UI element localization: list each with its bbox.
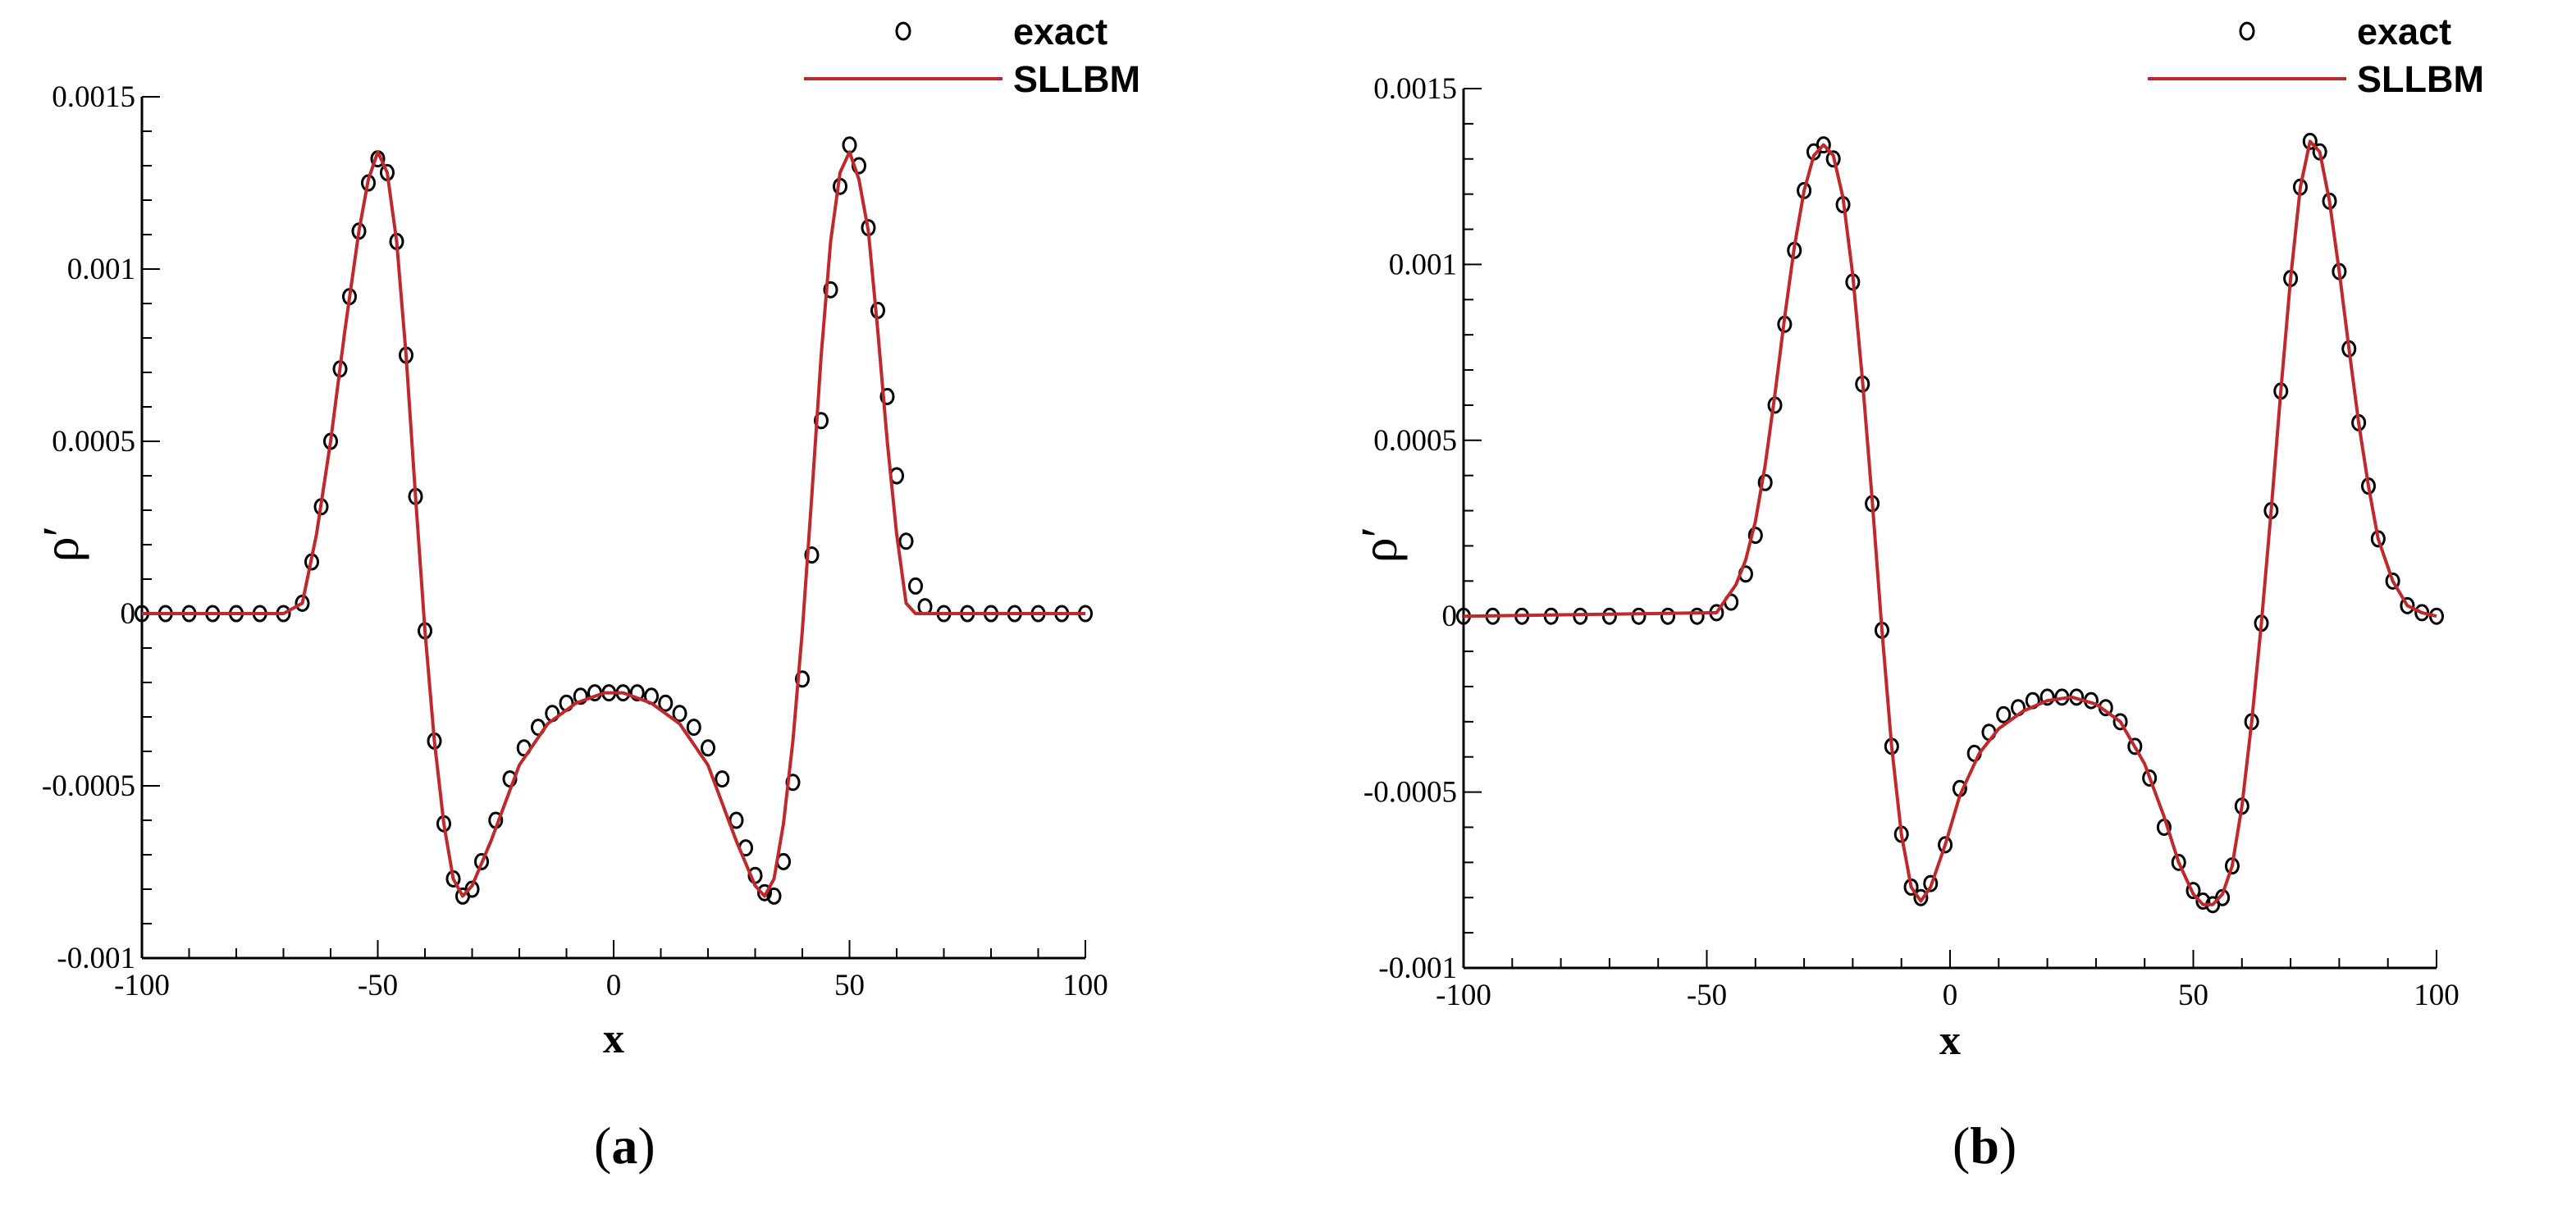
x-tick-label: -100 — [1436, 979, 1491, 1012]
panel-b: -100 -50 0 50 100 -0.001 -0.0005 0 0.0005 0.001 0.… — [1352, 11, 2484, 1175]
exact-point — [2185, 882, 2201, 900]
caption-letter: a — [611, 1116, 637, 1175]
exact-point — [757, 883, 772, 901]
exact-point — [842, 136, 857, 154]
exact-point — [2385, 572, 2400, 590]
exact-point — [1938, 836, 1953, 854]
y-tick-label: 0.0005 — [52, 425, 135, 459]
x-tick-label: -50 — [358, 969, 398, 1002]
exact-point — [1631, 607, 1647, 625]
x-tick-label: 50 — [2178, 979, 2208, 1012]
legend-sllbm-label: SLLBM — [1013, 58, 1140, 100]
caption-open: ( — [594, 1116, 611, 1175]
exact-point — [672, 705, 687, 723]
y-tick-label: 0.001 — [67, 253, 135, 286]
y-tick-label: 0.0015 — [1373, 72, 1457, 106]
legend: exact SLLBM — [2148, 11, 2484, 100]
series-exact-markers — [135, 136, 1093, 905]
exact-point — [2400, 596, 2415, 614]
y-tick-label: 0.001 — [1389, 248, 1457, 281]
x-axis-label: x — [1939, 1017, 1961, 1064]
exact-point — [2142, 769, 2158, 787]
exact-point — [766, 887, 782, 905]
exact-point — [1996, 705, 2012, 723]
exact-point — [2127, 737, 2143, 755]
x-tick-label: 100 — [1062, 969, 1108, 1002]
legend: exact SLLBM — [804, 11, 1140, 100]
exact-point — [1601, 607, 1617, 625]
exact-point — [2171, 853, 2186, 871]
caption-close: ) — [1999, 1116, 2016, 1175]
exact-point — [1825, 150, 1841, 168]
y-tick-label: -0.0005 — [1363, 776, 1457, 810]
exact-point — [795, 670, 810, 688]
exact-point — [2112, 713, 2128, 731]
legend-sllbm-label: SLLBM — [2357, 58, 2484, 100]
x-tick-label: 0 — [606, 969, 622, 1002]
exact-point — [879, 387, 895, 405]
y-tick-label: 0.0005 — [1373, 424, 1457, 458]
exact-point — [1913, 888, 1929, 906]
exact-point — [1923, 874, 1939, 892]
exact-point — [898, 532, 914, 550]
exact-point — [1689, 607, 1705, 625]
y-axis-label: ρ′ — [34, 526, 89, 563]
exact-point — [686, 719, 701, 737]
legend-exact-marker — [895, 21, 911, 41]
exact-point — [1816, 136, 1831, 154]
exact-point — [823, 281, 838, 299]
exact-point — [1660, 607, 1676, 625]
x-tick-label: -50 — [1687, 979, 1727, 1012]
series-sllbm-line — [1463, 139, 2437, 906]
y-tick-label: -0.001 — [1378, 952, 1457, 985]
legend-exact-marker — [2239, 21, 2255, 41]
exact-point — [2039, 688, 2055, 706]
x-tick-label: 100 — [2414, 979, 2460, 1012]
x-axis-label: x — [603, 1016, 624, 1062]
exact-point — [573, 687, 588, 705]
x-tick-label: -100 — [114, 969, 170, 1002]
caption-letter: b — [1970, 1116, 1999, 1175]
exact-point — [629, 684, 645, 702]
y-tick-label: -0.001 — [57, 942, 135, 975]
x-tick-label: 0 — [1943, 979, 1958, 1012]
panel-caption: (a) — [594, 1116, 655, 1175]
x-tick-label: 50 — [834, 969, 865, 1002]
legend-exact-label: exact — [2357, 11, 2451, 52]
exact-point — [658, 694, 674, 712]
caption-open: ( — [1953, 1116, 1970, 1175]
caption-close: ) — [637, 1116, 655, 1175]
y-tick-label: 0 — [121, 597, 136, 631]
y-axis-label: ρ′ — [1352, 527, 1408, 564]
y-tick-label: 0.0015 — [52, 80, 135, 114]
y-tick-label: -0.0005 — [42, 769, 135, 803]
exact-point — [804, 546, 820, 564]
exact-point — [2195, 892, 2211, 911]
panel-caption: (b) — [1953, 1116, 2016, 1175]
exact-point — [701, 739, 715, 757]
series-sllbm-line — [142, 150, 1085, 898]
panel-a: -100 -50 0 50 100 -0.001 -0.0005 0 0.0005 0.001 0.… — [34, 11, 1140, 1175]
exact-point — [1757, 473, 1773, 491]
exact-point — [917, 598, 933, 616]
exact-point — [474, 852, 489, 870]
y-tick-label: 0 — [1442, 600, 1458, 633]
exact-point — [715, 770, 730, 788]
legend-exact-label: exact — [1013, 11, 1108, 52]
exact-point — [908, 577, 923, 595]
exact-point — [814, 412, 829, 430]
